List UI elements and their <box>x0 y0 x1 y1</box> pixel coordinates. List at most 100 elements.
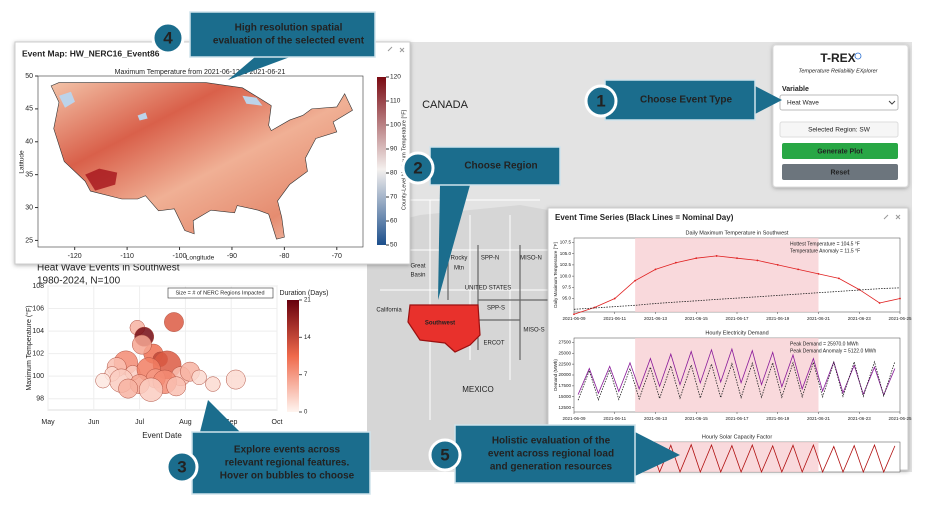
callout-number: 3 <box>177 457 186 476</box>
callout-text: event across regional load <box>488 449 614 460</box>
x-tick-label: 2021-06-11 <box>603 316 626 321</box>
region-outlines <box>447 245 548 360</box>
point <box>654 268 657 271</box>
window-title: Event Time Series (Black Lines = Nominal… <box>555 213 734 222</box>
annotation: Temperature Anomaly = 11.5 °F <box>790 248 860 254</box>
x-tick-label: -100 <box>173 253 187 260</box>
subplot-title: Hourly Electricity Demand <box>705 330 768 336</box>
bubble[interactable] <box>225 369 246 390</box>
callout-badge <box>401 151 435 185</box>
colorbar-tick-label: 50 <box>390 242 398 249</box>
colorbar-title: Duration (Days) <box>279 290 328 297</box>
map-label: MISO-S <box>523 328 544 334</box>
y-tick-label: 104 <box>32 328 44 335</box>
bubble[interactable] <box>95 373 111 389</box>
map-label: UNITED STATES <box>465 286 511 292</box>
colorbar-tick-label: 90 <box>390 146 398 153</box>
southwest-region <box>407 304 481 353</box>
point <box>756 259 759 262</box>
y-tick-label: 100.0 <box>560 273 572 278</box>
y-tick-label: 105.0 <box>560 251 572 256</box>
variable-value: Heat Wave <box>787 100 819 107</box>
colorbar <box>377 77 386 245</box>
y-tick-label: 102 <box>32 350 44 357</box>
app-title: T-REX <box>820 51 855 65</box>
map-label: Great <box>410 264 425 270</box>
y-tick-label: 15000 <box>558 394 571 399</box>
button[interactable] <box>782 164 898 180</box>
callout-pointer <box>635 432 680 476</box>
x-tick-label: 2021-06-15 <box>685 416 709 421</box>
colorbar <box>287 300 299 412</box>
colorbar-tick-label: 110 <box>390 98 401 105</box>
callout-text: High resolution spatial <box>235 23 343 34</box>
point <box>797 268 800 271</box>
button-label[interactable]: Generate Plot <box>817 148 863 155</box>
map-label: MEXICO <box>462 385 494 394</box>
point <box>736 257 738 260</box>
colorbar-tick-label: 60 <box>390 218 398 225</box>
x-tick-label: 2021-06-11 <box>603 416 626 421</box>
point <box>817 272 820 275</box>
y-tick-label: 107.5 <box>560 240 572 245</box>
event-line <box>577 347 896 397</box>
y-axis-label: Maximum Temperature (°F) <box>25 305 33 390</box>
x-tick-label: 2021-06-17 <box>725 416 749 421</box>
colorbar-tick-label: 70 <box>390 194 398 201</box>
point <box>878 302 881 304</box>
map-label: California <box>376 308 402 314</box>
bubble[interactable] <box>118 378 138 399</box>
callout-pointer <box>200 400 240 432</box>
point <box>715 255 718 257</box>
bubble[interactable] <box>164 312 184 332</box>
region-box <box>779 121 899 138</box>
selected-region: Selected Region: SW <box>808 127 871 134</box>
point <box>695 257 698 260</box>
callout-badge <box>428 438 462 472</box>
point <box>899 297 901 300</box>
x-tick-label: 2021-06-21 <box>807 316 831 321</box>
map-label: CANADA <box>422 99 469 111</box>
x-tick-label: May <box>41 419 55 426</box>
x-tick-label: -70 <box>332 253 342 260</box>
x-tick-label: 2021-06-25 <box>888 316 912 321</box>
y-tick-label: 100 <box>32 373 44 380</box>
x-tick-label: 2021-06-13 <box>644 416 668 421</box>
y-tick-label: 102.5 <box>560 262 572 267</box>
bubble[interactable] <box>166 376 187 397</box>
plot-title: Maximum Temperature from 2021-06-12 to 2… <box>115 69 286 76</box>
x-tick-label: Oct <box>272 419 283 426</box>
x-tick-label: 2021-06-13 <box>644 316 668 321</box>
map-label: Rocky <box>451 256 468 262</box>
y-tick-label: 95.0 <box>562 296 571 301</box>
button-label[interactable]: Reset <box>830 169 850 176</box>
info-icon[interactable] <box>854 52 862 60</box>
chart-subtitle: 1980-2024, N=100 <box>37 276 121 287</box>
y-tick-label: 98 <box>36 396 44 403</box>
x-tick-label: -120 <box>68 253 82 260</box>
x-tick-label: -80 <box>279 253 289 260</box>
bubble[interactable] <box>132 334 152 355</box>
x-tick-label: Aug <box>179 419 192 426</box>
y-tick-label: 45 <box>25 106 33 113</box>
colorbar-tick-label: 0 <box>304 410 308 416</box>
bubble[interactable] <box>205 376 221 392</box>
annotation: Peak Demand = 25970.0 MWh <box>790 341 859 347</box>
callout-box <box>189 11 376 58</box>
callout-pointer <box>438 185 470 300</box>
y-axis-label: Latitude <box>19 150 26 174</box>
x-tick-label: -90 <box>227 253 237 260</box>
hot-core <box>85 168 118 191</box>
variable-select[interactable] <box>779 94 899 111</box>
x-tick-label: -110 <box>120 253 134 260</box>
us-temperature-field <box>50 82 353 240</box>
x-tick-label: 2021-06-15 <box>685 316 709 321</box>
subplot-title: Daily Maximum Temperature in Southwest <box>686 230 789 236</box>
bubble[interactable] <box>191 369 207 385</box>
y-tick-label: 17500 <box>558 383 571 388</box>
point <box>776 264 779 266</box>
button[interactable] <box>782 143 898 159</box>
bubble[interactable] <box>139 377 164 402</box>
y-tick-label: 30 <box>25 204 33 211</box>
